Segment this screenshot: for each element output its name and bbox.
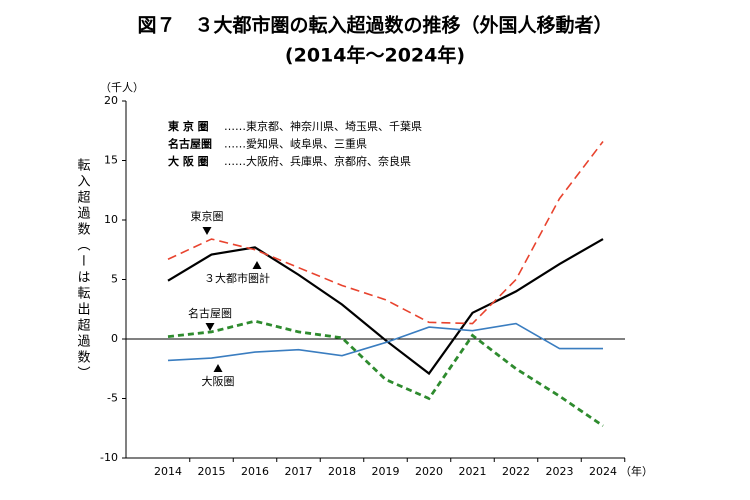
y-tick-label: 10: [104, 213, 118, 226]
series-line: [167, 140, 604, 325]
x-tick-label: 2014: [154, 465, 182, 478]
x-tick-label: 2022: [502, 465, 530, 478]
note-text: ……大阪府、兵庫県、京都府、奈良県: [224, 154, 411, 168]
note-label: 大 阪 圏: [168, 154, 209, 168]
y-tick-label: -5: [107, 392, 118, 405]
x-tick-label: 2023: [546, 465, 574, 478]
chart-subtitle: (2014年～2024年): [285, 44, 465, 67]
x-tick-label: 2015: [198, 465, 226, 478]
x-unit: （年）: [620, 464, 653, 478]
chart-title: 図７ ３大都市圏の転入超過数の推移（外国人移動者）: [137, 14, 612, 37]
x-tick-label: 2020: [415, 465, 443, 478]
x-tick-label: 2021: [459, 465, 487, 478]
note-text: ……東京都、神奈川県、埼玉県、千葉県: [224, 119, 422, 133]
y-tick-label: 0: [111, 332, 118, 345]
series-line: [167, 238, 604, 376]
note-label: 名古屋圏: [168, 137, 212, 151]
series-label: 名古屋圏: [188, 306, 232, 320]
series-line: [167, 319, 604, 428]
y-axis-label: 転入超過数（ーは転出超過数）: [75, 158, 91, 382]
label-pointer: [252, 261, 262, 269]
y-tick-label: 15: [104, 154, 118, 167]
label-pointer: [202, 227, 212, 235]
y-unit: （千人）: [100, 81, 144, 94]
x-tick-label: 2019: [372, 465, 400, 478]
series-label: 大阪圏: [202, 374, 235, 388]
y-tick-label: 5: [111, 273, 118, 286]
series-label: 東京圏: [191, 209, 224, 223]
series-label: ３大都市圏計: [204, 271, 270, 285]
label-pointer: [205, 323, 215, 331]
y-tick-label: -10: [100, 451, 118, 464]
x-tick-label: 2016: [241, 465, 269, 478]
series-line: [167, 322, 603, 362]
y-tick-label: 20: [104, 94, 118, 107]
note-label: 東 京 圏: [168, 119, 209, 133]
note-text: ……愛知県、岐阜県、三重県: [224, 137, 367, 151]
x-tick-label: 2024: [589, 465, 617, 478]
x-tick-label: 2017: [285, 465, 313, 478]
x-tick-label: 2018: [328, 465, 356, 478]
label-pointer: [213, 364, 223, 372]
